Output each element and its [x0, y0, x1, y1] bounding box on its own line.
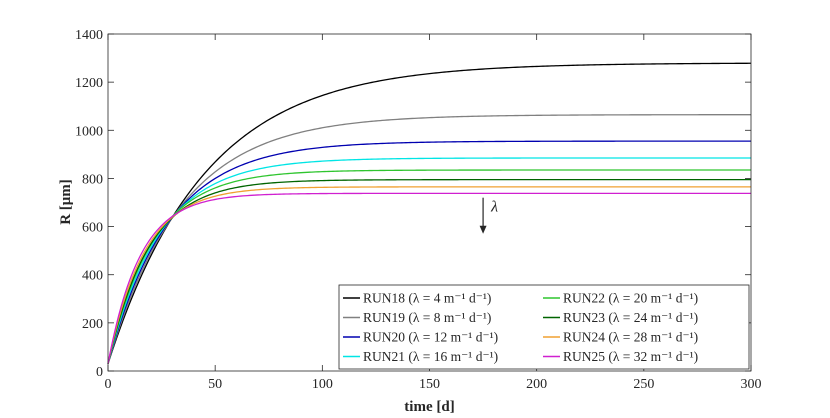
x-tick-label: 0	[105, 377, 112, 392]
legend-entry-run18: RUN18 (λ = 4 m⁻¹ d⁻¹)	[363, 291, 491, 306]
legend-entry-run25: RUN25 (λ = 32 m⁻¹ d⁻¹)	[563, 349, 698, 364]
x-axis-label: time [d]	[404, 399, 454, 415]
series-line-run25	[107, 192, 751, 364]
legend-items: RUN18 (λ = 4 m⁻¹ d⁻¹) RUN19 (λ = 8 m⁻¹ d⁻…	[343, 291, 698, 364]
series-line-run23	[107, 178, 751, 364]
legend: RUN18 (λ = 4 m⁻¹ d⁻¹) RUN19 (λ = 8 m⁻¹ d⁻…	[338, 284, 750, 370]
legend-entry-run19: RUN19 (λ = 8 m⁻¹ d⁻¹)	[363, 310, 491, 325]
x-tick-label: 250	[633, 377, 654, 392]
lambda-annotation: λ	[479, 197, 498, 234]
legend-entry-run22: RUN22 (λ = 20 m⁻¹ d⁻¹)	[563, 291, 698, 306]
y-tick-label: 1000	[75, 124, 103, 139]
series-layer	[107, 62, 752, 364]
y-tick-label: 400	[82, 269, 103, 284]
series-line-run22	[107, 169, 751, 364]
series-line-run21	[107, 157, 751, 364]
x-tick-label: 300	[741, 377, 762, 392]
y-tick-label: 0	[96, 365, 103, 380]
x-tick-label: 200	[526, 377, 547, 392]
y-tick-label: 1200	[75, 76, 103, 91]
y-tick-label: 600	[82, 221, 103, 236]
legend-entry-run23: RUN23 (λ = 24 m⁻¹ d⁻¹)	[563, 310, 698, 325]
annotation-label: λ	[490, 199, 498, 216]
y-tick-label: 800	[82, 172, 103, 187]
series-line-run19	[107, 114, 751, 364]
y-tick-label: 200	[82, 317, 103, 332]
series-line-run18	[107, 62, 752, 364]
x-tick-label: 150	[419, 377, 440, 392]
legend-entry-run24: RUN24 (λ = 28 m⁻¹ d⁻¹)	[563, 330, 698, 345]
series-line-run20	[107, 140, 751, 364]
legend-entry-run21: RUN21 (λ = 16 m⁻¹ d⁻¹)	[363, 349, 498, 364]
annotation-arrowhead	[479, 225, 487, 234]
x-tick-label: 100	[312, 377, 333, 392]
plot-frame	[107, 33, 752, 372]
x-tick-label: 50	[208, 377, 222, 392]
series-line-run24	[107, 186, 751, 364]
legend-box	[338, 284, 750, 370]
y-axis-label: R [μm]	[58, 179, 74, 225]
legend-entry-run20: RUN20 (λ = 12 m⁻¹ d⁻¹)	[363, 330, 498, 345]
y-tick-label: 1400	[75, 28, 103, 43]
